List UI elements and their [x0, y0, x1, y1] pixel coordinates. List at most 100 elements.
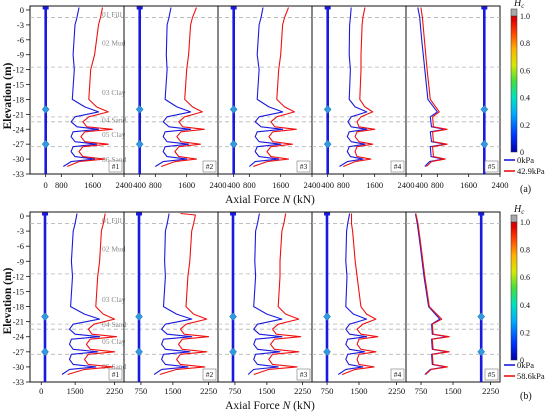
- pile-cap: [481, 6, 488, 10]
- subplot-label: #3: [300, 370, 308, 379]
- panel-tag: (b): [520, 391, 532, 402]
- x-tick-label: 2400: [210, 180, 227, 190]
- legend-entry: 42.9kPa: [517, 166, 545, 176]
- pile-cap: [136, 212, 143, 216]
- y-tick-label: -15: [13, 80, 24, 90]
- pile-marker: [229, 139, 238, 149]
- x-tick-label: 2400: [116, 180, 133, 190]
- series-line-1: [415, 213, 450, 375]
- subplot-frame: [311, 5, 407, 175]
- layer-label: 05 Clay: [102, 337, 126, 346]
- pile-marker: [135, 312, 143, 321]
- colorbar-tick-label: 0: [520, 356, 524, 365]
- subplot-label: #1: [112, 370, 120, 379]
- x-tick-label: 750: [321, 386, 334, 396]
- x-tick-label: 2250: [388, 386, 405, 396]
- subplot-1: 01 Fill 02 Mud 03 Clay 04 Sand 05 Clay 06 San…: [29, 211, 127, 396]
- colorbar-tick-label: 1.0: [520, 218, 530, 227]
- subplot-label-box: [390, 368, 405, 381]
- subplot-frame: [123, 5, 219, 175]
- y-tick-label: -21: [13, 109, 24, 119]
- x-tick-label: 2250: [106, 386, 123, 396]
- subplot-label-box: [108, 160, 123, 173]
- subplot-5: 750 1500 2250 #5: [405, 211, 501, 396]
- layer-label: 03 Clay: [102, 88, 126, 97]
- series-line-0: [247, 213, 283, 375]
- y-tick-label: 0: [20, 5, 24, 15]
- y-tick-label: -33: [13, 377, 24, 387]
- series-line-0: [248, 7, 284, 167]
- subplot-2: 400 800 1600 2400 #2: [123, 5, 227, 190]
- pile-marker: [477, 347, 486, 357]
- pile-cap: [230, 6, 237, 10]
- x-tick-label: 1600: [366, 180, 383, 190]
- layer-label: 03 Clay: [102, 295, 126, 304]
- subplot-3: 400 800 1600 2400 #3: [217, 5, 321, 190]
- subplot-4: 750 1500 2250 #4: [311, 211, 407, 396]
- pile-marker: [480, 105, 489, 114]
- colorbar-tick-label: 0.6: [520, 66, 530, 75]
- subplot-label: #5: [488, 162, 496, 171]
- subplot-label-box: [390, 160, 405, 173]
- pile-marker: [229, 312, 237, 321]
- x-tick-label: 2400: [398, 180, 415, 190]
- colorbar-tick-label: 0.2: [520, 328, 530, 337]
- pile-marker: [41, 139, 50, 149]
- x-tick-label: 1500: [67, 386, 84, 396]
- colorbar-overflow: [510, 8, 518, 17]
- x-axis-label-top: Axial Force N (kN): [225, 194, 315, 206]
- x-axis-label-unit: (kN): [290, 194, 315, 206]
- x-tick-label: 800: [243, 180, 256, 190]
- pile-marker: [135, 105, 144, 114]
- colorbar-tick-label: 0.8: [520, 39, 530, 48]
- y-tick-label: -30: [13, 362, 24, 372]
- pile-marker: [229, 105, 238, 114]
- x-axis-label-bottom: Axial Force N (kN): [225, 400, 315, 412]
- layer-label: 01 Fill: [102, 216, 122, 225]
- y-tick-label: -9: [17, 50, 24, 60]
- y-tick-label: -3: [17, 226, 24, 236]
- y-tick-label: -24: [13, 124, 25, 134]
- pile-cap: [230, 212, 237, 216]
- subplot-label-box: [202, 160, 217, 173]
- colorbar: Hc 0 0.2 0.4 0.6 0.8 1.0: [510, 204, 530, 365]
- series-line-1: [67, 213, 118, 376]
- colorbar-title-main: H: [513, 204, 522, 215]
- colorbar-title: Hc: [513, 204, 525, 216]
- subplot-label-box: [202, 368, 217, 381]
- y-tick-label: -18: [13, 302, 24, 312]
- subplot-label: #5: [488, 370, 496, 379]
- panel-tag: (a): [520, 184, 531, 195]
- y-tick-label: -27: [13, 347, 24, 357]
- y-tick-label: -12: [13, 65, 24, 75]
- x-axis-label-prefix-b: Axial Force: [225, 400, 282, 412]
- x-tick-label: 0: [39, 386, 43, 396]
- y-axis-label-bottom: Elevation (m): [2, 267, 14, 334]
- pile-cap: [478, 212, 485, 216]
- colorbar: Hc 0 0.2 0.4 0.6 0.8 1.0: [510, 0, 530, 157]
- legend-entry: 0kPa: [517, 155, 534, 165]
- x-tick-label: 400: [321, 180, 334, 190]
- x-tick-label: 1600: [460, 180, 477, 190]
- subplot-label: #4: [394, 370, 402, 379]
- layer-label: 04 Sand: [102, 115, 127, 124]
- pile-marker: [41, 312, 49, 321]
- series-line-1: [341, 213, 379, 376]
- y-tick-label: -33: [13, 169, 24, 179]
- pile-marker: [477, 312, 486, 321]
- colorbar-tick-label: 0.4: [520, 301, 530, 310]
- y-tick-label: -12: [13, 271, 24, 281]
- colorbar-tick-label: 1.0: [520, 12, 530, 21]
- subplot-label: #2: [206, 370, 214, 379]
- pile-cap: [136, 6, 143, 10]
- layer-label: 06 Sand: [102, 155, 127, 164]
- subplot-label: #3: [300, 162, 308, 171]
- y-tick-label: -9: [17, 256, 24, 266]
- series-line-1: [161, 7, 205, 168]
- pile-marker: [323, 312, 331, 321]
- y-tick-label: -27: [13, 139, 24, 149]
- layer-label: 02 Mud: [102, 38, 126, 47]
- subplot-2: 750 1500 2250 #2: [123, 211, 219, 396]
